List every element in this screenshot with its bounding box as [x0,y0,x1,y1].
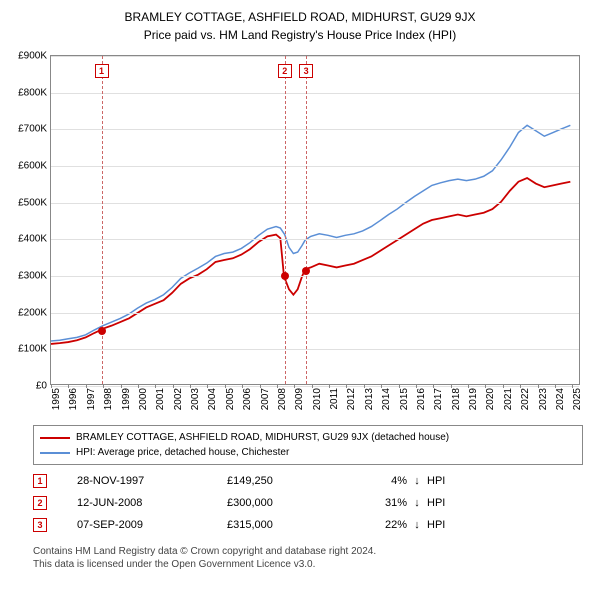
x-tick-label: 2020 [485,388,496,410]
marker-line [285,56,286,384]
sales-date: 07-SEP-2009 [77,519,227,531]
legend-swatch [40,452,70,454]
y-tick-label: £300K [18,271,47,282]
down-arrow-icon: ↓ [407,475,427,487]
x-tick-label: 2019 [468,388,479,410]
sales-idx: 3 [33,518,47,532]
x-tick-label: 2002 [173,388,184,410]
sales-price: £315,000 [227,519,347,531]
x-tick-label: 2008 [277,388,288,410]
y-tick-label: £200K [18,307,47,318]
sales-price: £149,250 [227,475,347,487]
gridline [51,56,579,57]
y-tick-label: £700K [18,124,47,135]
marker-box: 1 [95,64,109,78]
y-tick-label: £900K [18,51,47,62]
x-tick-label: 2009 [294,388,305,410]
gridline [51,129,579,130]
sales-date: 12-JUN-2008 [77,497,227,509]
x-tick-label: 2007 [260,388,271,410]
footer: Contains HM Land Registry data © Crown c… [33,545,583,571]
x-tick-label: 2023 [538,388,549,410]
x-tick-label: 2025 [572,388,583,410]
legend-label: BRAMLEY COTTAGE, ASHFIELD ROAD, MIDHURST… [76,432,449,443]
legend-label: HPI: Average price, detached house, Chic… [76,447,289,458]
marker-dot [302,267,310,275]
x-tick-label: 1998 [103,388,114,410]
sales-pct: 31% [347,497,407,509]
x-tick-label: 2004 [207,388,218,410]
sales-pct: 22% [347,519,407,531]
x-tick-label: 2005 [225,388,236,410]
chart-title: BRAMLEY COTTAGE, ASHFIELD ROAD, MIDHURST… [0,10,600,24]
x-tick-label: 2016 [416,388,427,410]
x-tick-label: 2010 [312,388,323,410]
sales-idx: 1 [33,474,47,488]
x-tick-label: 1996 [68,388,79,410]
gridline [51,349,579,350]
sales-pct: 4% [347,475,407,487]
y-tick-label: £800K [18,87,47,98]
x-tick-label: 1995 [51,388,62,410]
footer-line: This data is licensed under the Open Gov… [33,558,583,571]
gridline [51,239,579,240]
y-tick-label: £600K [18,161,47,172]
marker-box: 2 [278,64,292,78]
gridline [51,276,579,277]
down-arrow-icon: ↓ [407,519,427,531]
gridline [51,93,579,94]
x-tick-label: 2024 [555,388,566,410]
x-tick-label: 2014 [381,388,392,410]
sales-date: 28-NOV-1997 [77,475,227,487]
sales-row: 2 12-JUN-2008£300,00031%↓HPI [33,492,583,514]
y-tick-label: £500K [18,197,47,208]
x-tick-label: 2006 [242,388,253,410]
x-tick-label: 2017 [433,388,444,410]
legend-row: BRAMLEY COTTAGE, ASHFIELD ROAD, MIDHURST… [40,430,576,445]
legend: BRAMLEY COTTAGE, ASHFIELD ROAD, MIDHURST… [33,425,583,465]
marker-dot [98,327,106,335]
x-tick-label: 1999 [121,388,132,410]
sales-row: 3 07-SEP-2009£315,00022%↓HPI [33,514,583,536]
legend-row: HPI: Average price, detached house, Chic… [40,445,576,460]
y-tick-label: £0 [36,381,47,392]
x-tick-label: 2003 [190,388,201,410]
x-tick-label: 1997 [86,388,97,410]
gridline [51,313,579,314]
y-tick-label: £400K [18,234,47,245]
x-tick-label: 2011 [329,388,340,410]
sales-table: 128-NOV-1997£149,2504%↓HPI212-JUN-2008£3… [33,470,583,536]
legend-swatch [40,437,70,439]
x-tick-label: 2000 [138,388,149,410]
sales-hpi-label: HPI [427,475,467,487]
sales-hpi-label: HPI [427,519,467,531]
x-tick-label: 2022 [520,388,531,410]
sales-row: 1 28-NOV-1997£149,2504%↓HPI [33,470,583,492]
gridline [51,203,579,204]
x-tick-label: 2013 [364,388,375,410]
gridline [51,166,579,167]
chart-subtitle: Price paid vs. HM Land Registry's House … [0,28,600,42]
series-svg [51,56,579,384]
y-tick-label: £100K [18,344,47,355]
sales-hpi-label: HPI [427,497,467,509]
marker-dot [281,272,289,280]
x-tick-label: 2018 [451,388,462,410]
marker-line [306,56,307,384]
x-tick-label: 2012 [346,388,357,410]
plot-area: £0£100K£200K£300K£400K£500K£600K£700K£80… [50,55,580,385]
down-arrow-icon: ↓ [407,497,427,509]
x-tick-label: 2015 [399,388,410,410]
x-tick-label: 2021 [503,388,514,410]
chart-container: BRAMLEY COTTAGE, ASHFIELD ROAD, MIDHURST… [0,0,600,590]
sales-idx: 2 [33,496,47,510]
x-tick-label: 2001 [155,388,166,410]
marker-box: 3 [299,64,313,78]
sales-price: £300,000 [227,497,347,509]
footer-line: Contains HM Land Registry data © Crown c… [33,545,583,558]
series-line-hpi [51,125,570,341]
gridline [51,386,579,387]
